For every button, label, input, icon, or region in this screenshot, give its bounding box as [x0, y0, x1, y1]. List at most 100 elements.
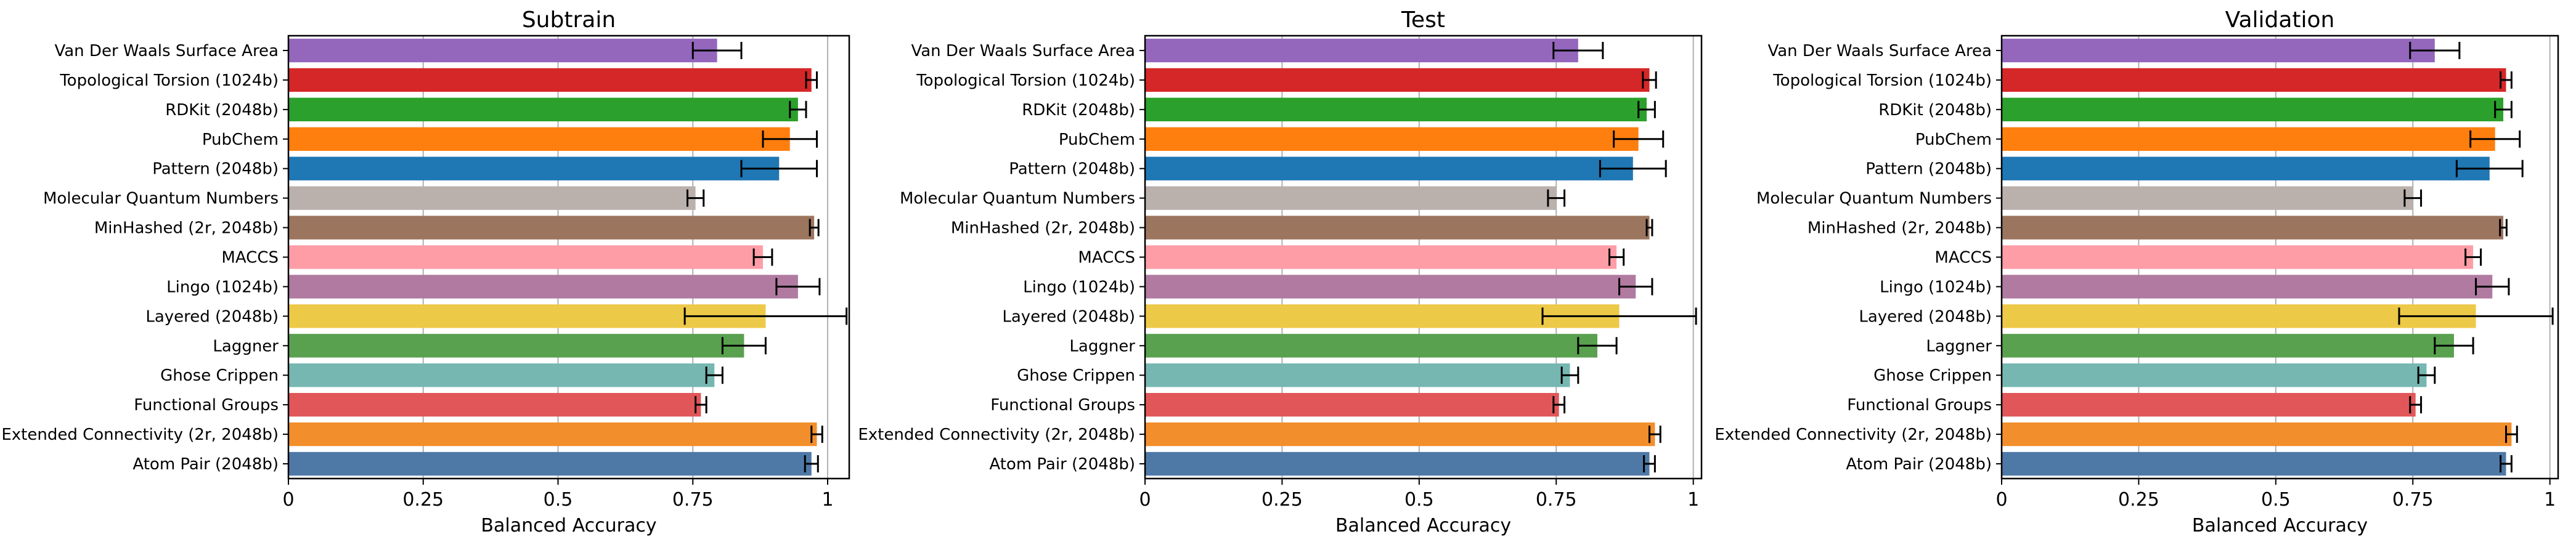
- category-label: PubChem: [202, 131, 279, 149]
- bar: [2002, 275, 2493, 299]
- error-bar: [2409, 41, 2461, 59]
- error-bar: [1560, 366, 1579, 384]
- category-label: MACCS: [221, 249, 279, 267]
- error-bar: [695, 396, 707, 414]
- bar: [1145, 97, 1647, 122]
- category-label: PubChem: [1059, 131, 1135, 149]
- bar: [2002, 38, 2435, 63]
- error-bar: [1577, 337, 1618, 355]
- panel-title: Subtrain: [522, 7, 616, 33]
- bar: [2002, 422, 2512, 447]
- bar: [288, 216, 815, 240]
- error-bar: [2469, 130, 2521, 148]
- bar: [1145, 127, 1639, 151]
- bar: [288, 422, 817, 447]
- error-bar: [1637, 100, 1656, 118]
- category-label: Van Der Waals Surface Area: [911, 42, 1135, 60]
- x-tick-label: 0.75: [672, 489, 714, 511]
- bar: [2002, 216, 2504, 240]
- category-label: Pattern (2048b): [1865, 160, 1992, 179]
- plot-frame: [1144, 34, 1703, 480]
- error-bar: [1547, 189, 1566, 207]
- error-bar: [2505, 426, 2518, 443]
- bar: [1145, 186, 1557, 210]
- error-bar: [1642, 71, 1657, 89]
- error-bar: [1643, 455, 1656, 473]
- category-label: Laggner: [1069, 337, 1135, 355]
- error-bar: [2500, 455, 2513, 473]
- bar: [288, 392, 701, 417]
- error-bar: [804, 455, 819, 473]
- bar: [288, 451, 812, 476]
- bar: [2002, 127, 2495, 151]
- x-tick-label: 0: [1139, 489, 1151, 511]
- category-label: Topological Torsion (1024b): [59, 71, 279, 90]
- x-tick-label: 1: [821, 489, 833, 511]
- bar: [288, 38, 717, 63]
- bar: [2002, 97, 2504, 122]
- category-label: MinHashed (2r, 2048b): [94, 219, 279, 238]
- category-label: Layered (2048b): [145, 307, 279, 326]
- error-bar: [2434, 337, 2474, 355]
- bar: [1145, 304, 1620, 328]
- x-tick-label: 1: [2544, 489, 2556, 511]
- x-tick-label: 0: [282, 489, 294, 511]
- x-axis-label: Balanced Accuracy: [481, 515, 656, 536]
- error-bar: [1552, 41, 1604, 59]
- error-bar: [2500, 71, 2513, 89]
- bar: [2002, 363, 2427, 387]
- bar: [288, 68, 812, 92]
- category-label: Lingo (1024b): [1023, 278, 1135, 296]
- error-bar: [2403, 189, 2423, 207]
- category-label: MinHashed (2r, 2048b): [951, 219, 1135, 238]
- error-bar: [789, 100, 807, 118]
- chart-panel-2: Van Der Waals Surface Area Topological To…: [858, 7, 1703, 536]
- panel-title: Test: [1401, 7, 1445, 33]
- category-label: Van Der Waals Surface Area: [54, 42, 279, 60]
- x-tick-label: 0.25: [2118, 489, 2159, 511]
- category-label: Laggner: [1926, 337, 1992, 355]
- category-label: Van Der Waals Surface Area: [1767, 42, 1992, 60]
- bar: [2002, 334, 2454, 358]
- x-tick-label: 0.75: [2392, 489, 2434, 511]
- x-tick-label: 1: [1687, 489, 1699, 511]
- error-bar: [691, 41, 743, 59]
- category-label: Atom Pair (2048b): [989, 455, 1135, 474]
- error-bar: [2494, 100, 2513, 118]
- error-bar: [805, 71, 818, 89]
- plot-frame: [287, 34, 850, 480]
- category-label: Pattern (2048b): [1009, 160, 1135, 179]
- bar: [288, 97, 798, 122]
- x-axis-label: Balanced Accuracy: [2192, 515, 2368, 536]
- bar: [1145, 422, 1655, 447]
- chart-panel-1: Van Der Waals Surface Area Topological To…: [1, 7, 850, 536]
- error-bar: [775, 278, 821, 296]
- category-label: Layered (2048b): [1002, 307, 1135, 326]
- error-bar: [705, 366, 723, 384]
- x-tick-label: 0.5: [1404, 489, 1434, 511]
- category-label: Molecular Quantum Numbers: [900, 190, 1135, 208]
- category-label: MACCS: [1934, 249, 1992, 267]
- error-bar: [1613, 130, 1665, 148]
- category-label: Atom Pair (2048b): [132, 455, 279, 474]
- error-bar: [1541, 307, 1697, 325]
- bar: [2002, 245, 2474, 269]
- category-label: MinHashed (2r, 2048b): [1808, 219, 1992, 238]
- bar: [1145, 334, 1597, 358]
- bar: [288, 156, 780, 180]
- error-bar: [1599, 160, 1667, 177]
- category-label: MACCS: [1078, 249, 1135, 267]
- category-label: Topological Torsion (1024b): [1772, 71, 1992, 90]
- bar: [1145, 38, 1578, 63]
- error-bar: [721, 337, 767, 355]
- bar: [1145, 156, 1633, 180]
- category-label: Layered (2048b): [1859, 307, 1992, 326]
- error-bar: [2455, 160, 2524, 177]
- category-label: Lingo (1024b): [1880, 278, 1992, 296]
- bar: [1145, 216, 1650, 240]
- bar: [288, 363, 715, 387]
- bar: [288, 127, 790, 151]
- bar: [1145, 68, 1650, 92]
- error-bar: [2398, 307, 2554, 325]
- category-label: Ghose Crippen: [160, 366, 279, 385]
